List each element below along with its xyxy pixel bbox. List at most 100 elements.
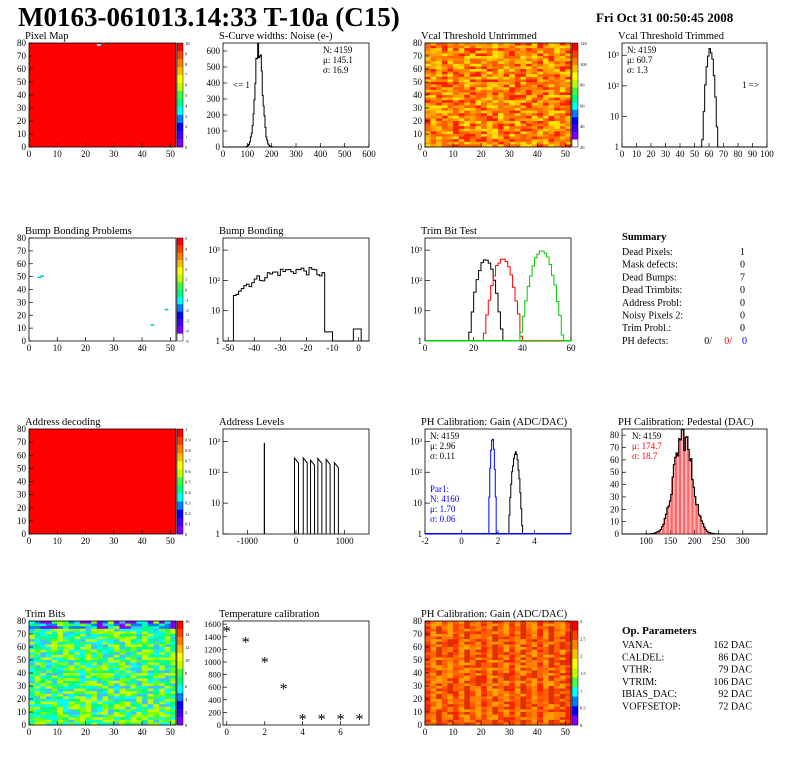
heatmap-cell <box>425 98 431 101</box>
heatmap-cell <box>436 681 442 684</box>
heatmap-cell <box>431 702 437 705</box>
heatmap-cell <box>57 694 63 697</box>
heatmap-cell <box>142 639 148 642</box>
heatmap-fill <box>29 429 176 534</box>
heatmap-cell <box>103 678 109 681</box>
heatmap-cell <box>165 676 171 679</box>
heatmap-cell <box>537 51 543 54</box>
heatmap-cell <box>442 704 448 707</box>
heatmap-cell <box>453 676 459 679</box>
heatmap-cell <box>560 43 566 46</box>
palette-cell <box>177 67 183 75</box>
heatmap-cell <box>91 709 97 712</box>
heatmap-cell <box>515 663 521 666</box>
palette-cell <box>177 717 183 725</box>
heatmap-cell <box>436 621 442 624</box>
heatmap-cell <box>549 691 555 694</box>
heatmap-cell <box>131 621 137 624</box>
heatmap-cell <box>509 85 515 88</box>
heatmap-cell <box>103 652 109 655</box>
heatmap-cell <box>543 624 549 627</box>
heatmap-cell <box>170 639 176 642</box>
heatmap-cell <box>470 92 476 95</box>
heatmap-cell <box>509 90 515 93</box>
heatmap-cell <box>481 637 487 640</box>
heatmap-cell <box>554 79 560 82</box>
heatmap-cell <box>97 650 103 653</box>
heatmap-cell <box>487 652 493 655</box>
heatmap-cell <box>464 82 470 85</box>
heatmap-cell <box>526 665 532 668</box>
y-tick-label: 10³ <box>208 436 220 446</box>
heatmap-cell <box>453 134 459 137</box>
heatmap-cell <box>515 74 521 77</box>
heatmap-cell <box>436 699 442 702</box>
heatmap-cell <box>498 652 504 655</box>
heatmap-cell <box>560 103 566 106</box>
heatmap-cell <box>464 85 470 88</box>
heatmap-cell <box>114 634 120 637</box>
heatmap-cell <box>86 678 92 681</box>
y-tick-label: 60 <box>413 642 423 652</box>
heatmap-cell <box>504 105 510 108</box>
palette-cell <box>177 43 183 51</box>
heatmap-cell <box>543 683 549 686</box>
heatmap-cell <box>459 629 465 632</box>
heatmap-cell <box>69 673 75 676</box>
heatmap-cell <box>74 652 80 655</box>
heatmap-cell <box>481 691 487 694</box>
heatmap-cell <box>532 72 538 75</box>
palette-label: 14 <box>185 632 190 637</box>
heatmap-cell <box>560 105 566 108</box>
heatmap-cell <box>498 105 504 108</box>
heatmap-cell <box>492 90 498 93</box>
heatmap-cell <box>153 699 159 702</box>
heatmap-cell <box>537 79 543 82</box>
heatmap-cell <box>425 712 431 715</box>
y-tick-label: 40 <box>610 480 620 490</box>
heatmap-cell <box>442 707 448 710</box>
heatmap-cell <box>464 694 470 697</box>
heatmap-cell <box>554 631 560 634</box>
y-tick-label: 60 <box>17 642 27 652</box>
heatmap-cell <box>520 637 526 640</box>
heatmap-cell <box>565 79 571 82</box>
y-tick-label: 10 <box>17 516 27 526</box>
heatmap-cell <box>532 43 538 46</box>
heatmap-cell <box>52 676 58 679</box>
heatmap-cell <box>543 51 549 54</box>
heatmap-cell <box>108 715 114 718</box>
heatmap-cell <box>549 105 555 108</box>
heatmap-cell <box>425 108 431 111</box>
heatmap-cell <box>442 139 448 142</box>
heatmap-cell <box>476 79 482 82</box>
heatmap-cell <box>515 87 521 90</box>
heatmap-cell <box>560 720 566 723</box>
y-tick-label: 40 <box>17 668 27 678</box>
heatmap-cell <box>442 131 448 134</box>
heatmap-cell <box>481 111 487 114</box>
heatmap-cell <box>549 53 555 56</box>
heatmap-cell <box>425 637 431 640</box>
heatmap-cell <box>436 85 442 88</box>
heatmap-cell <box>549 634 555 637</box>
heatmap-cell <box>74 624 80 627</box>
heatmap-cell <box>108 678 114 681</box>
heatmap-cell <box>453 95 459 98</box>
heatmap-cell <box>476 683 482 686</box>
heatmap-cell <box>515 69 521 72</box>
heatmap-cell <box>476 634 482 637</box>
heatmap-cell <box>526 118 532 121</box>
heatmap-cell <box>91 676 97 679</box>
heatmap-cell <box>487 717 493 720</box>
heatmap-cell <box>91 681 97 684</box>
heatmap-cell <box>447 707 453 710</box>
heatmap-cell <box>425 46 431 49</box>
heatmap-cell <box>509 652 515 655</box>
heatmap-cell <box>470 624 476 627</box>
heatmap-cell <box>498 64 504 67</box>
heatmap-cell <box>526 634 532 637</box>
heatmap-cell <box>492 686 498 689</box>
heatmap-cell <box>526 621 532 624</box>
heatmap-cell <box>436 670 442 673</box>
